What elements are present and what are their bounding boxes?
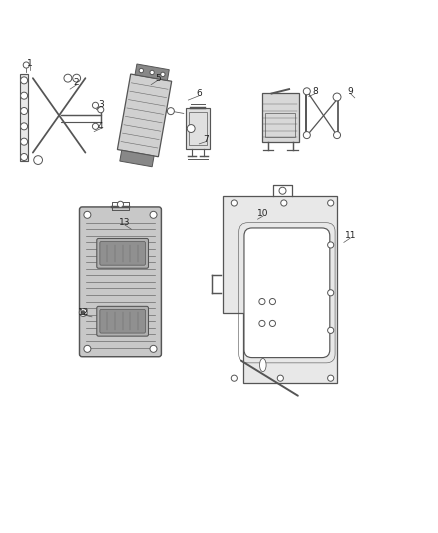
FancyBboxPatch shape	[186, 108, 210, 149]
Circle shape	[231, 375, 237, 381]
Circle shape	[328, 242, 334, 248]
Circle shape	[21, 92, 28, 99]
Circle shape	[73, 74, 81, 82]
FancyBboxPatch shape	[100, 310, 145, 333]
Circle shape	[187, 125, 195, 133]
Text: 11: 11	[345, 231, 356, 240]
Circle shape	[21, 138, 28, 145]
Circle shape	[231, 200, 237, 206]
Text: 10: 10	[257, 209, 268, 219]
Polygon shape	[135, 64, 169, 80]
FancyBboxPatch shape	[244, 228, 330, 358]
FancyBboxPatch shape	[97, 306, 148, 336]
Circle shape	[303, 132, 310, 139]
Circle shape	[117, 201, 124, 207]
Circle shape	[328, 327, 334, 334]
Text: 7: 7	[203, 135, 209, 144]
Text: 12: 12	[78, 308, 89, 317]
Ellipse shape	[259, 359, 266, 372]
Circle shape	[303, 88, 310, 95]
Circle shape	[328, 375, 334, 381]
Text: 9: 9	[347, 87, 353, 96]
Circle shape	[84, 211, 91, 219]
Circle shape	[21, 154, 28, 160]
Circle shape	[98, 107, 104, 113]
Circle shape	[334, 132, 341, 139]
Circle shape	[150, 70, 154, 75]
Circle shape	[161, 72, 165, 77]
Circle shape	[328, 200, 334, 206]
Circle shape	[150, 211, 157, 219]
Text: 2: 2	[74, 78, 79, 87]
Circle shape	[21, 77, 28, 84]
Polygon shape	[117, 74, 172, 157]
Circle shape	[139, 68, 144, 73]
Text: 13: 13	[119, 218, 131, 227]
FancyBboxPatch shape	[262, 93, 299, 142]
Text: 4: 4	[98, 122, 103, 131]
Circle shape	[167, 108, 174, 115]
Polygon shape	[20, 74, 28, 161]
Text: 3: 3	[98, 100, 104, 109]
Circle shape	[150, 345, 157, 352]
Circle shape	[64, 74, 72, 82]
Circle shape	[259, 298, 265, 304]
Circle shape	[269, 320, 276, 327]
Circle shape	[277, 375, 283, 381]
Circle shape	[269, 298, 276, 304]
Text: 8: 8	[312, 87, 318, 96]
Circle shape	[21, 123, 28, 130]
Circle shape	[81, 311, 85, 314]
Text: 5: 5	[155, 74, 161, 83]
Text: 1: 1	[27, 59, 33, 68]
Polygon shape	[120, 150, 154, 167]
Circle shape	[23, 62, 29, 68]
Circle shape	[79, 309, 87, 317]
Circle shape	[281, 200, 287, 206]
Circle shape	[21, 108, 28, 115]
Circle shape	[92, 123, 99, 130]
Circle shape	[279, 187, 286, 194]
FancyBboxPatch shape	[100, 241, 145, 265]
Polygon shape	[223, 197, 337, 383]
FancyBboxPatch shape	[80, 207, 162, 357]
Circle shape	[34, 156, 42, 165]
Circle shape	[92, 102, 99, 108]
Circle shape	[84, 345, 91, 352]
Circle shape	[328, 290, 334, 296]
Circle shape	[259, 320, 265, 327]
FancyBboxPatch shape	[97, 238, 148, 268]
Text: 6: 6	[196, 89, 202, 98]
Circle shape	[333, 93, 341, 101]
